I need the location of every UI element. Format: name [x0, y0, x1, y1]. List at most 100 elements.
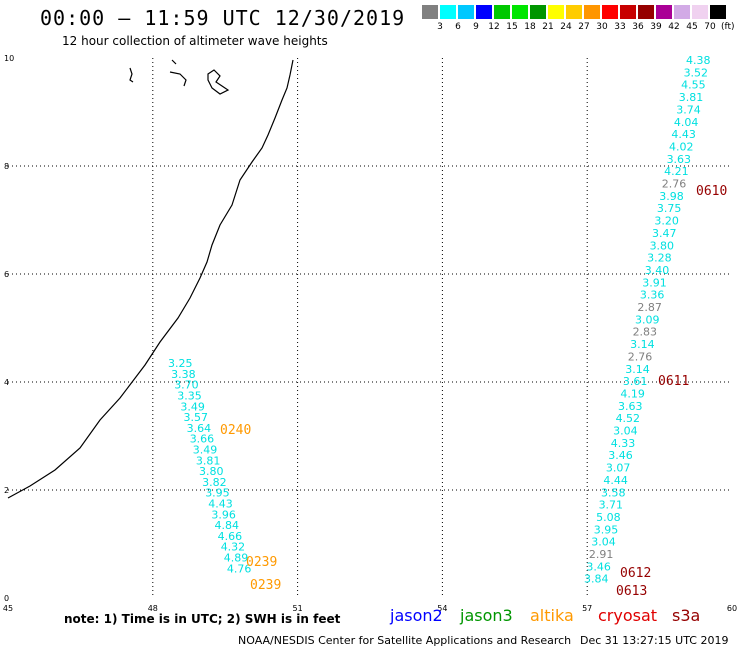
scale-swatch: [422, 5, 438, 19]
track-b-value: 3.09: [635, 313, 660, 326]
x-tick-label: 45: [3, 604, 13, 613]
scale-label: 36: [632, 22, 644, 32]
track-a-value: 3.81: [196, 454, 221, 467]
scale-label: 21: [542, 22, 554, 32]
x-tick-label: 57: [582, 604, 592, 613]
track-a-value: 3.95: [205, 487, 230, 500]
scale-swatch: [548, 5, 564, 19]
x-tick-label: 51: [293, 604, 303, 613]
track-b-value: 4.04: [674, 116, 699, 129]
y-tick-label: 2: [4, 486, 9, 495]
track-b-value: 4.43: [671, 128, 696, 141]
track-b-value: 3.58: [601, 486, 626, 499]
track-b-value: 4.52: [616, 412, 641, 425]
track-b-value: 3.80: [650, 239, 675, 252]
scale-label: 27: [578, 22, 590, 32]
track-b-value: 3.61: [623, 375, 648, 388]
track-b-value: 4.21: [664, 165, 689, 178]
track-b-value: 4.33: [611, 437, 636, 450]
y-tick-label: 8: [4, 162, 9, 171]
track-b-value: 4.44: [603, 474, 628, 487]
track-a-value: 3.49: [180, 400, 205, 413]
track-b-value: 3.63: [618, 400, 643, 413]
track-b-value: 3.98: [659, 190, 684, 203]
scale-swatch: [710, 5, 726, 19]
time-label: 0240: [220, 423, 251, 438]
track-b-value: 4.55: [681, 79, 706, 92]
track-a-value: 4.66: [218, 530, 243, 543]
track-b-value: 3.47: [652, 227, 677, 240]
legend-altika: altika: [530, 606, 574, 625]
track-a-value: 4.84: [215, 519, 240, 532]
track-a-value: 3.49: [193, 444, 218, 457]
track-b-value: 4.02: [669, 140, 694, 153]
scale-label: 18: [524, 22, 536, 32]
track-b-value: 3.75: [657, 202, 682, 215]
track-a-value: 3.57: [184, 411, 209, 424]
track-b-value: 3.04: [591, 536, 616, 549]
scale-swatch: [512, 5, 528, 19]
scale-label: 15: [506, 22, 518, 32]
time-label: 0611: [658, 374, 689, 389]
track-a-value: 3.82: [202, 476, 227, 489]
time-label: 0613: [616, 584, 647, 599]
y-tick-label: 0: [4, 594, 9, 603]
scale-swatch: [440, 5, 456, 19]
track-b-value: 3.46: [608, 449, 633, 462]
track-a-value: 3.25: [168, 357, 193, 370]
track-a-value: 4.76: [227, 562, 252, 575]
scale-label: 39: [650, 22, 662, 32]
track-b-value: 2.83: [633, 326, 658, 339]
track-b-value: 4.19: [620, 387, 645, 400]
scale-label: 33: [614, 22, 626, 32]
track-b-value: 3.91: [642, 276, 667, 289]
scale-swatch: [638, 5, 654, 19]
scale-label: 30: [596, 22, 608, 32]
track-b-value: 3.71: [599, 499, 624, 512]
scale-label: 3: [437, 22, 443, 32]
x-tick-label: 60: [727, 604, 737, 613]
track-b-value: 3.07: [606, 462, 631, 475]
track-a-value: 3.80: [199, 465, 224, 478]
track-a-value: 4.43: [208, 498, 233, 511]
coastline: [7, 59, 294, 499]
track-b-value: 3.46: [586, 560, 611, 573]
island-outline: [129, 67, 134, 83]
legend-jason2: jason2: [390, 606, 443, 625]
track-b-value: 3.95: [594, 523, 619, 536]
scale-swatch: [602, 5, 618, 19]
footer-note: note: 1) Time is in UTC; 2) SWH is in fe…: [64, 612, 341, 626]
scale-swatch: [566, 5, 582, 19]
track-b-value: 3.52: [684, 66, 709, 79]
track-b-value: 3.63: [667, 153, 692, 166]
time-label: 0612: [620, 566, 651, 581]
scale-swatch: [620, 5, 636, 19]
track-a-value: 3.35: [177, 390, 202, 403]
track-b-value: 3.40: [645, 264, 670, 277]
scale-label: 9: [473, 22, 479, 32]
track-a-value: 3.38: [171, 368, 196, 381]
legend-jason3: jason3: [460, 606, 513, 625]
track-a-value: 3.96: [211, 508, 236, 521]
scale-label: 45: [686, 22, 698, 32]
track-b-value: 3.81: [679, 91, 704, 104]
time-label: 0239: [250, 578, 281, 593]
scale-unit: (ft): [721, 22, 735, 32]
y-tick-label: 10: [4, 54, 14, 63]
track-b-value: 3.84: [584, 573, 609, 586]
credit-text: NOAA/NESDIS Center for Satellite Applica…: [238, 634, 572, 647]
track-a-value: 3.70: [174, 379, 199, 392]
track-b-value: 3.14: [625, 363, 650, 376]
track-b-value: 3.28: [647, 252, 672, 265]
x-tick-label: 48: [148, 604, 158, 613]
y-tick-label: 4: [4, 378, 9, 387]
track-b-value: 3.74: [676, 103, 701, 116]
track-b-value: 4.38: [686, 54, 711, 67]
x-tick-label: 54: [437, 604, 447, 613]
legend-s3a: s3a: [672, 606, 701, 625]
scale-label: 24: [560, 22, 572, 32]
time-label: 0239: [246, 555, 277, 570]
scale-label: 70: [704, 22, 716, 32]
scale-swatch: [530, 5, 546, 19]
scale-swatch: [656, 5, 672, 19]
